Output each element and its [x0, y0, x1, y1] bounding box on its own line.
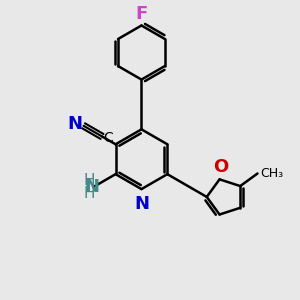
Text: O: O	[213, 158, 229, 176]
Text: H: H	[83, 186, 95, 201]
Text: N: N	[85, 178, 100, 196]
Text: N: N	[134, 195, 149, 213]
Text: CH₃: CH₃	[260, 167, 283, 180]
Text: N: N	[67, 116, 82, 134]
Text: H: H	[83, 173, 95, 188]
Text: F: F	[135, 5, 148, 23]
Text: C: C	[103, 131, 113, 145]
